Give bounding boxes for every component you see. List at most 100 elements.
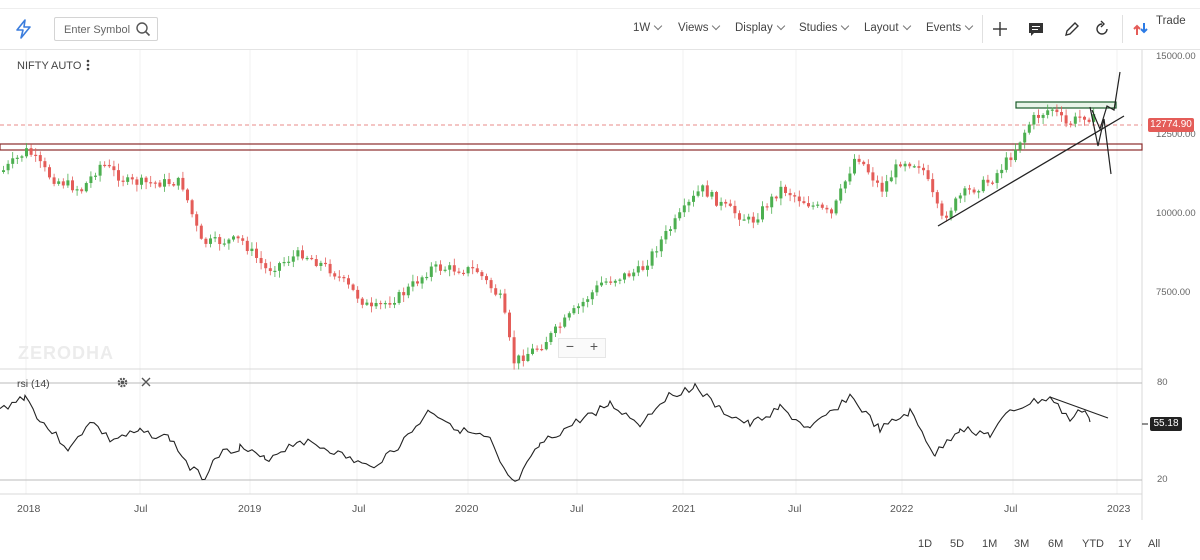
candle	[820, 202, 824, 210]
range-button-5d[interactable]: 5D	[950, 538, 965, 550]
candle	[176, 176, 180, 190]
candle	[972, 187, 976, 195]
candlestick-series	[2, 104, 1096, 370]
candle	[894, 159, 898, 185]
candle	[199, 223, 203, 240]
candle	[213, 231, 217, 243]
range-button-ytd[interactable]: YTD	[1082, 538, 1104, 550]
candle	[655, 246, 659, 258]
candle	[627, 270, 631, 278]
candle	[586, 296, 590, 308]
candle	[388, 296, 392, 308]
close-icon[interactable]	[140, 376, 152, 388]
candle	[356, 286, 360, 303]
time-axis-label: 2020	[455, 503, 479, 515]
candle	[328, 259, 332, 277]
kite-logo-icon[interactable]	[14, 19, 34, 39]
candle	[590, 289, 594, 305]
candle	[623, 272, 626, 284]
candle	[549, 331, 553, 345]
reset-icon[interactable]	[1092, 19, 1112, 39]
candle	[163, 173, 166, 192]
candle	[66, 173, 70, 188]
candle	[613, 279, 617, 287]
candle	[926, 164, 930, 182]
candle	[397, 289, 401, 305]
range-button-1d[interactable]: 1D	[918, 538, 933, 550]
candle	[834, 199, 838, 216]
search-icon[interactable]	[135, 21, 151, 37]
candle	[1087, 117, 1091, 124]
candle	[940, 200, 944, 220]
price-chart-canvas[interactable]	[0, 50, 1200, 520]
crosshair-icon[interactable]	[990, 19, 1010, 39]
candle	[788, 188, 792, 202]
rsi-study-label[interactable]: rsi (14)	[17, 378, 50, 390]
events-label: Events	[926, 22, 962, 34]
zoom-in-button[interactable]: +	[589, 338, 599, 354]
candle	[425, 272, 429, 281]
candle	[577, 303, 580, 315]
symbol-search[interactable]	[54, 17, 158, 41]
last-price-badge: 12774.90	[1148, 118, 1194, 132]
candle	[11, 152, 15, 169]
time-axis-label: Jul	[134, 503, 148, 515]
candle	[609, 276, 613, 286]
pencil-icon[interactable]	[1062, 19, 1082, 39]
zoom-out-button[interactable]: −	[565, 338, 575, 354]
range-button-1m[interactable]: 1M	[982, 538, 998, 550]
candle	[1069, 121, 1073, 128]
candle	[434, 261, 438, 273]
candle	[365, 299, 369, 306]
candle	[259, 251, 263, 270]
candle	[761, 201, 764, 223]
chevron-down-icon	[964, 21, 974, 31]
candle	[126, 174, 130, 186]
candle	[38, 151, 42, 168]
rsi-divergence-line	[1049, 396, 1109, 419]
candle	[977, 189, 981, 199]
candle	[876, 175, 879, 188]
candle	[963, 185, 967, 203]
candle	[103, 161, 107, 168]
studies-menu[interactable]: Studies	[799, 21, 850, 34]
time-axis-label: 2019	[238, 503, 262, 515]
candle	[374, 298, 378, 309]
trade-button[interactable]: Trade	[1156, 15, 1186, 27]
chart-toolbar: 1W Views Display Studies Layout Events T…	[0, 8, 1200, 50]
candle	[52, 173, 56, 187]
candle	[291, 250, 295, 268]
more-vertical-icon[interactable]	[84, 58, 92, 72]
candle	[728, 199, 732, 208]
candle	[554, 324, 557, 338]
symbol-search-input[interactable]	[62, 19, 136, 41]
interval-dropdown[interactable]: 1W	[633, 21, 663, 34]
range-button-6m[interactable]: 6M	[1048, 538, 1064, 550]
views-menu[interactable]: Views	[678, 21, 721, 34]
display-menu[interactable]: Display	[735, 21, 785, 34]
candle	[1050, 107, 1054, 117]
gear-icon[interactable]	[116, 376, 129, 389]
range-button-1y[interactable]: 1Y	[1118, 538, 1132, 550]
candle	[793, 192, 797, 203]
range-button-3m[interactable]: 3M	[1014, 538, 1030, 550]
candle	[462, 269, 465, 276]
toolbar-divider	[982, 15, 983, 43]
candle	[917, 160, 921, 174]
candle	[811, 201, 815, 210]
candle	[558, 322, 562, 334]
candle	[784, 184, 787, 197]
layout-menu[interactable]: Layout	[864, 21, 911, 34]
candle	[475, 264, 479, 274]
candle	[195, 211, 199, 232]
time-axis-label: Jul	[788, 503, 802, 515]
chevron-down-icon	[902, 21, 911, 31]
candle	[508, 309, 511, 341]
symbol-name[interactable]: NIFTY AUTO	[17, 60, 82, 72]
range-button-all[interactable]: All	[1148, 538, 1161, 550]
events-menu[interactable]: Events	[926, 21, 974, 34]
trade-arrows-icon[interactable]	[1131, 19, 1151, 39]
comment-icon[interactable]	[1026, 19, 1046, 39]
candle	[314, 254, 318, 268]
candle	[2, 165, 5, 174]
